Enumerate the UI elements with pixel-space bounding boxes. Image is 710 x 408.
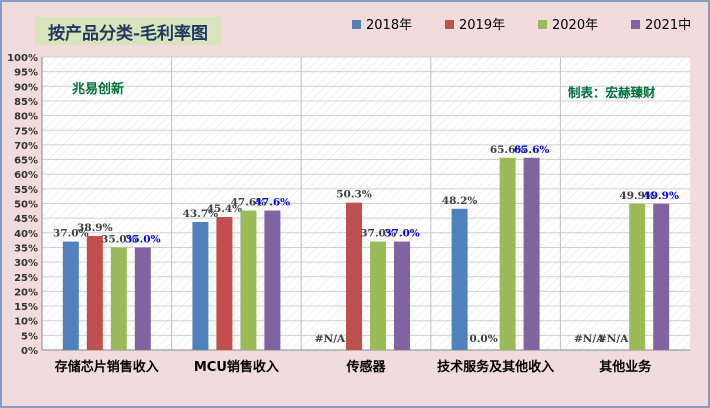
y-tick-label: 90% [14, 82, 38, 93]
data-label: 50.3% [336, 189, 372, 201]
x-tick-label: 技术服务及其他收入 [437, 359, 554, 375]
x-tick-label: MCU销售收入 [194, 359, 279, 375]
annotation-right: 制表：宏赫臻财 [568, 85, 656, 100]
legend-label: 2021中 [645, 18, 691, 33]
data-label: 43.7% [183, 208, 219, 220]
bar [134, 247, 151, 350]
y-tick-label: 85% [14, 97, 38, 108]
bar [523, 157, 540, 350]
bar [370, 241, 386, 350]
data-label: 37.0% [53, 228, 89, 240]
data-label: 35.0% [125, 233, 161, 245]
data-label: 37.0% [360, 228, 396, 240]
data-label: 47.6% [255, 197, 291, 209]
legend-swatch [538, 20, 547, 29]
y-tick-label: 70% [14, 141, 38, 152]
data-label: 35.0% [101, 233, 137, 245]
data-label: 37.0% [384, 228, 420, 240]
data-label: 49.9% [619, 190, 655, 202]
data-label: 48.2% [442, 195, 478, 207]
bar [62, 241, 79, 350]
bar [346, 202, 362, 350]
x-tick-label: 传感器 [345, 359, 386, 375]
y-tick-label: 80% [14, 112, 38, 123]
y-tick-label: 5% [21, 331, 38, 342]
y-tick-label: 50% [14, 200, 38, 211]
legend-label: 2019年 [459, 18, 505, 33]
y-tick-label: 60% [14, 170, 38, 181]
bar [86, 236, 103, 350]
data-label: #N/A [315, 333, 346, 345]
annotation-left: 兆易创新 [72, 81, 124, 97]
y-tick-label: 30% [14, 258, 38, 269]
legend-swatch [352, 20, 361, 29]
data-label: #N/A [574, 333, 605, 345]
data-label: 65.6% [490, 144, 526, 156]
y-tick-label: 75% [14, 126, 38, 137]
data-label: 47.6% [231, 197, 267, 209]
bar [394, 241, 410, 350]
y-tick-label: 25% [14, 273, 38, 284]
bar [216, 216, 233, 350]
y-tick-label: 55% [14, 185, 38, 196]
data-label: 65.6% [514, 144, 550, 156]
bar [499, 157, 516, 350]
data-label: 49.9% [643, 190, 679, 202]
chart-title: 按产品分类-毛利率图 [47, 23, 209, 44]
bar [240, 210, 257, 350]
bar [629, 203, 646, 350]
legend-swatch [631, 20, 640, 29]
y-tick-label: 45% [14, 214, 38, 225]
y-tick-label: 35% [14, 243, 38, 254]
bar [653, 203, 670, 350]
y-tick-label: 10% [14, 317, 38, 328]
x-tick-label: 其他业务 [599, 359, 652, 375]
bar [451, 208, 468, 350]
bar [264, 210, 281, 350]
legend-label: 2018年 [366, 18, 412, 33]
data-label: 0.0% [469, 333, 497, 345]
data-label: 38.9% [77, 222, 113, 234]
y-tick-label: 100% [7, 53, 38, 64]
legend-label: 2020年 [552, 18, 598, 33]
data-label: #N/A [598, 333, 629, 345]
bar [192, 221, 209, 350]
y-tick-label: 0% [21, 346, 38, 357]
x-tick-label: 存储芯片销售收入 [55, 359, 159, 375]
y-tick-label: 20% [14, 287, 38, 298]
data-label: 45.4% [207, 203, 243, 215]
y-tick-label: 40% [14, 229, 38, 240]
chart-title-box: 按产品分类-毛利率图 [35, 17, 221, 45]
y-tick-label: 65% [14, 156, 38, 167]
y-tick-label: 15% [14, 302, 38, 313]
bar [110, 247, 127, 350]
y-tick-label: 95% [14, 68, 38, 79]
legend-swatch [445, 20, 454, 29]
